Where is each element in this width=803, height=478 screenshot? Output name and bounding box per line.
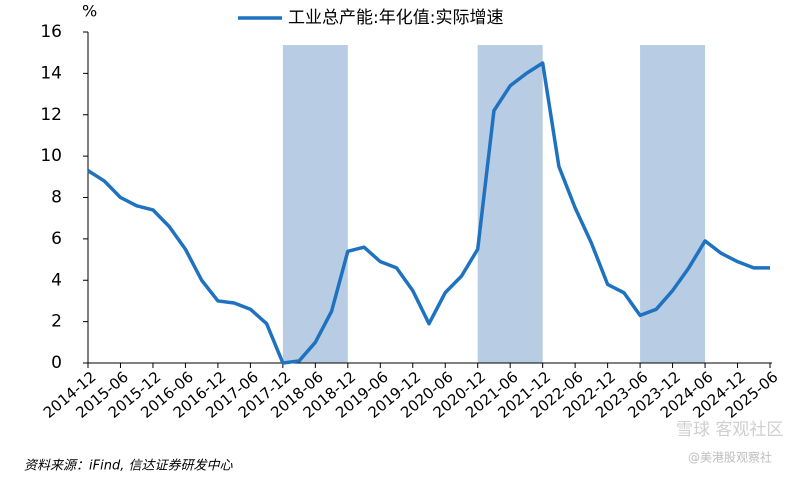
watermark: 雪球 客观社区 (676, 420, 783, 440)
shaded-period (282, 45, 348, 363)
line (87, 61, 770, 365)
y-tick-label: 14 (40, 63, 62, 83)
y-tick-label: 2 (51, 312, 62, 332)
y-tick-label: 12 (40, 105, 62, 125)
y-tick-label: 8 (51, 188, 62, 208)
legend-label: 工业总产能:年化值:实际增速 (288, 8, 503, 28)
y-unit: % (82, 2, 97, 21)
shaded-period (477, 45, 543, 363)
shaded-period (640, 45, 706, 363)
y-tick-label: 4 (51, 270, 62, 290)
watermark: @美港股观察社 (688, 450, 772, 465)
y-tick-label: 6 (51, 229, 62, 249)
source: 资料来源：iFind, 信达证券研发中心 (24, 459, 233, 474)
y-tick-label: 0 (51, 353, 62, 373)
y-tick-label: 16 (40, 22, 62, 42)
y-tick-label: 10 (40, 146, 62, 166)
